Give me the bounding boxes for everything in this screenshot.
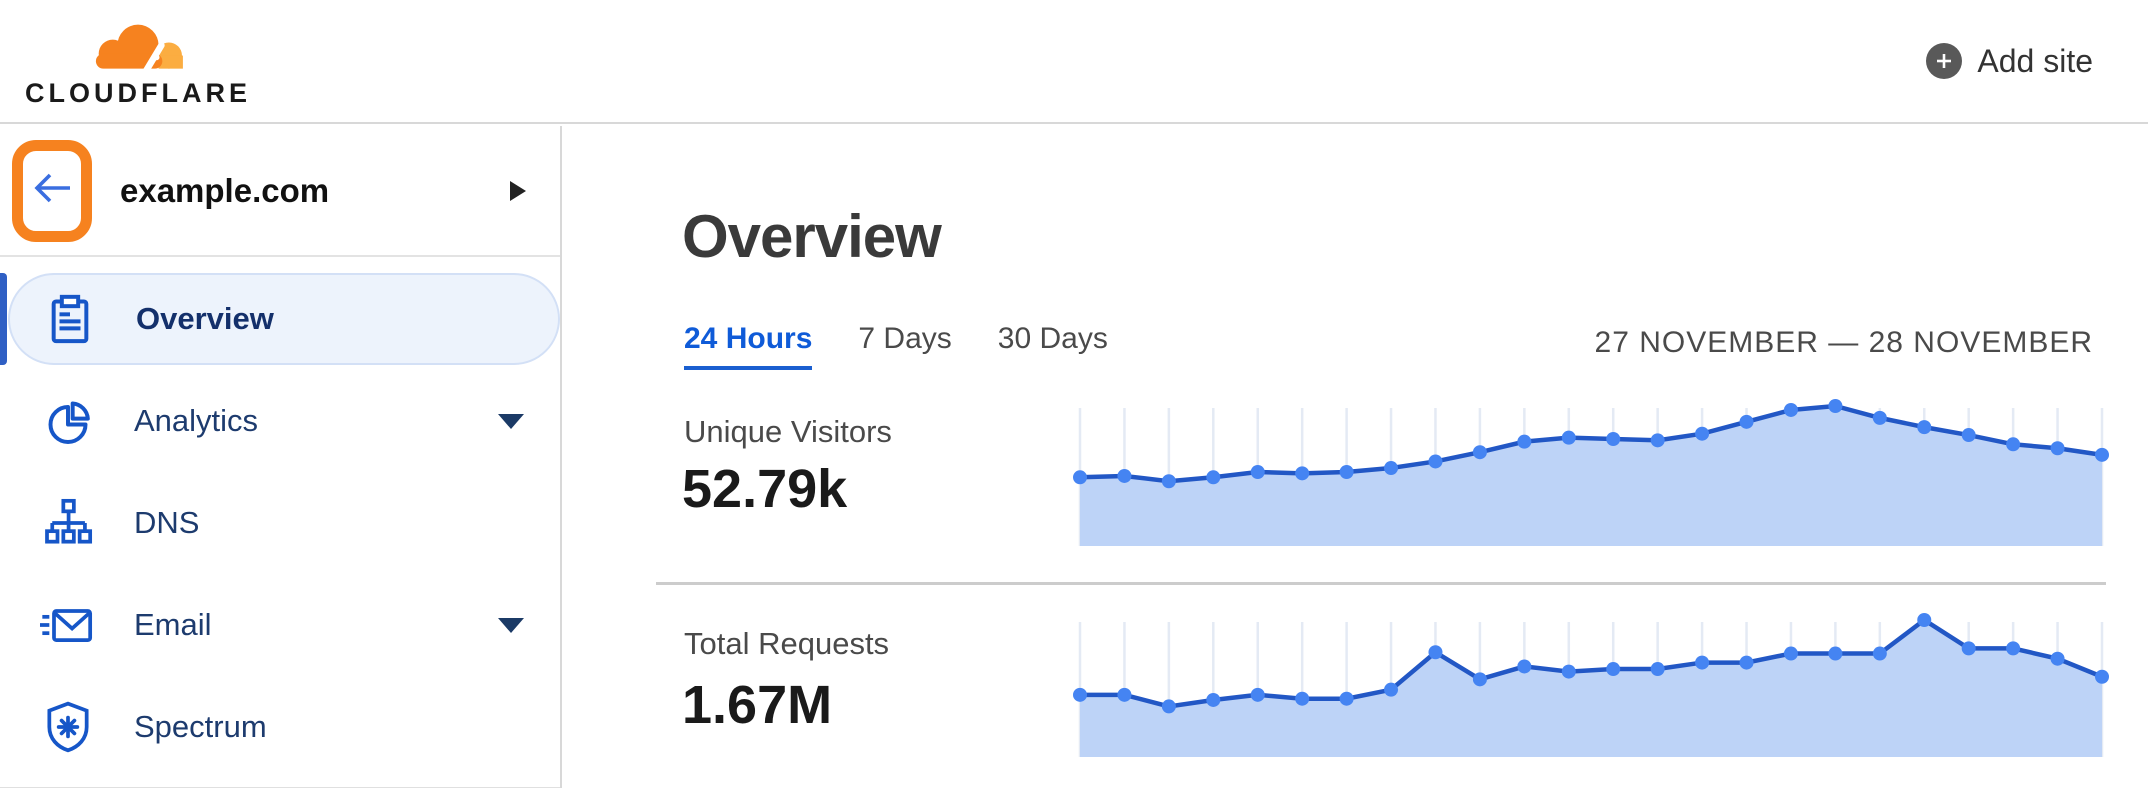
envelope-icon: [40, 597, 96, 653]
sidebar-item-label: Overview: [136, 301, 274, 336]
cloudflare-logo[interactable]: CLOUDFLARE: [25, 20, 251, 109]
sidebar-item-email[interactable]: Email: [0, 579, 560, 671]
site-name: example.com: [120, 171, 330, 209]
cloudflare-cloud-icon: [62, 20, 214, 78]
clipboard-icon: [42, 291, 98, 347]
sidebar-item-spectrum[interactable]: Spectrum: [0, 681, 560, 773]
page-title: Overview: [682, 203, 942, 270]
back-arrow-icon: [30, 169, 74, 212]
dns-tree-icon: [40, 495, 96, 551]
tab-24-hours[interactable]: 24 Hours: [684, 322, 813, 370]
chevron-right-icon[interactable]: [510, 180, 526, 201]
total-requests-label: Total Requests: [684, 626, 890, 661]
add-site-button[interactable]: Add site: [1926, 43, 2093, 80]
main-content: Overview 24 Hours 7 Days 30 Days 27 NOVE…: [656, 126, 2110, 788]
sidebar-item-label: Analytics: [134, 403, 259, 438]
total-requests-chart: [1072, 612, 2110, 757]
unique-visitors-value: 52.79k: [682, 459, 848, 519]
back-button[interactable]: [12, 139, 92, 242]
tab-30-days[interactable]: 30 Days: [997, 322, 1108, 355]
tab-7-days[interactable]: 7 Days: [858, 322, 952, 355]
date-range: 27 NOVEMBER — 28 NOVEMBER: [1594, 326, 2093, 359]
sidebar-item-label: DNS: [134, 505, 200, 540]
pie-chart-icon: [40, 393, 96, 449]
sidebar-item-overview[interactable]: Overview: [8, 273, 560, 365]
chevron-down-icon[interactable]: [498, 617, 524, 633]
sidebar-item-dns[interactable]: DNS: [0, 477, 560, 569]
site-selector-row[interactable]: example.com: [0, 126, 560, 257]
unique-visitors-chart: [1072, 398, 2110, 546]
cloudflare-wordmark: CLOUDFLARE: [25, 77, 251, 108]
total-requests-value: 1.67M: [682, 675, 833, 735]
unique-visitors-label: Unique Visitors: [684, 414, 892, 449]
time-range-tabs: 24 Hours 7 Days 30 Days: [684, 322, 1108, 370]
sidebar-nav: Overview Analytics: [0, 257, 560, 788]
plus-icon: [1926, 43, 1963, 79]
sidebar-item-label: Spectrum: [134, 709, 267, 744]
chevron-down-icon[interactable]: [498, 413, 524, 429]
sidebar-item-analytics[interactable]: Analytics: [0, 375, 560, 467]
sidebar: example.com Overview: [0, 126, 562, 788]
active-accent-bar: [0, 273, 7, 365]
add-site-label: Add site: [1977, 42, 2093, 79]
section-divider: [656, 582, 2106, 585]
sidebar-item-label: Email: [134, 607, 212, 642]
top-header: CLOUDFLARE Add site: [0, 0, 2148, 124]
shield-icon: [40, 699, 96, 755]
